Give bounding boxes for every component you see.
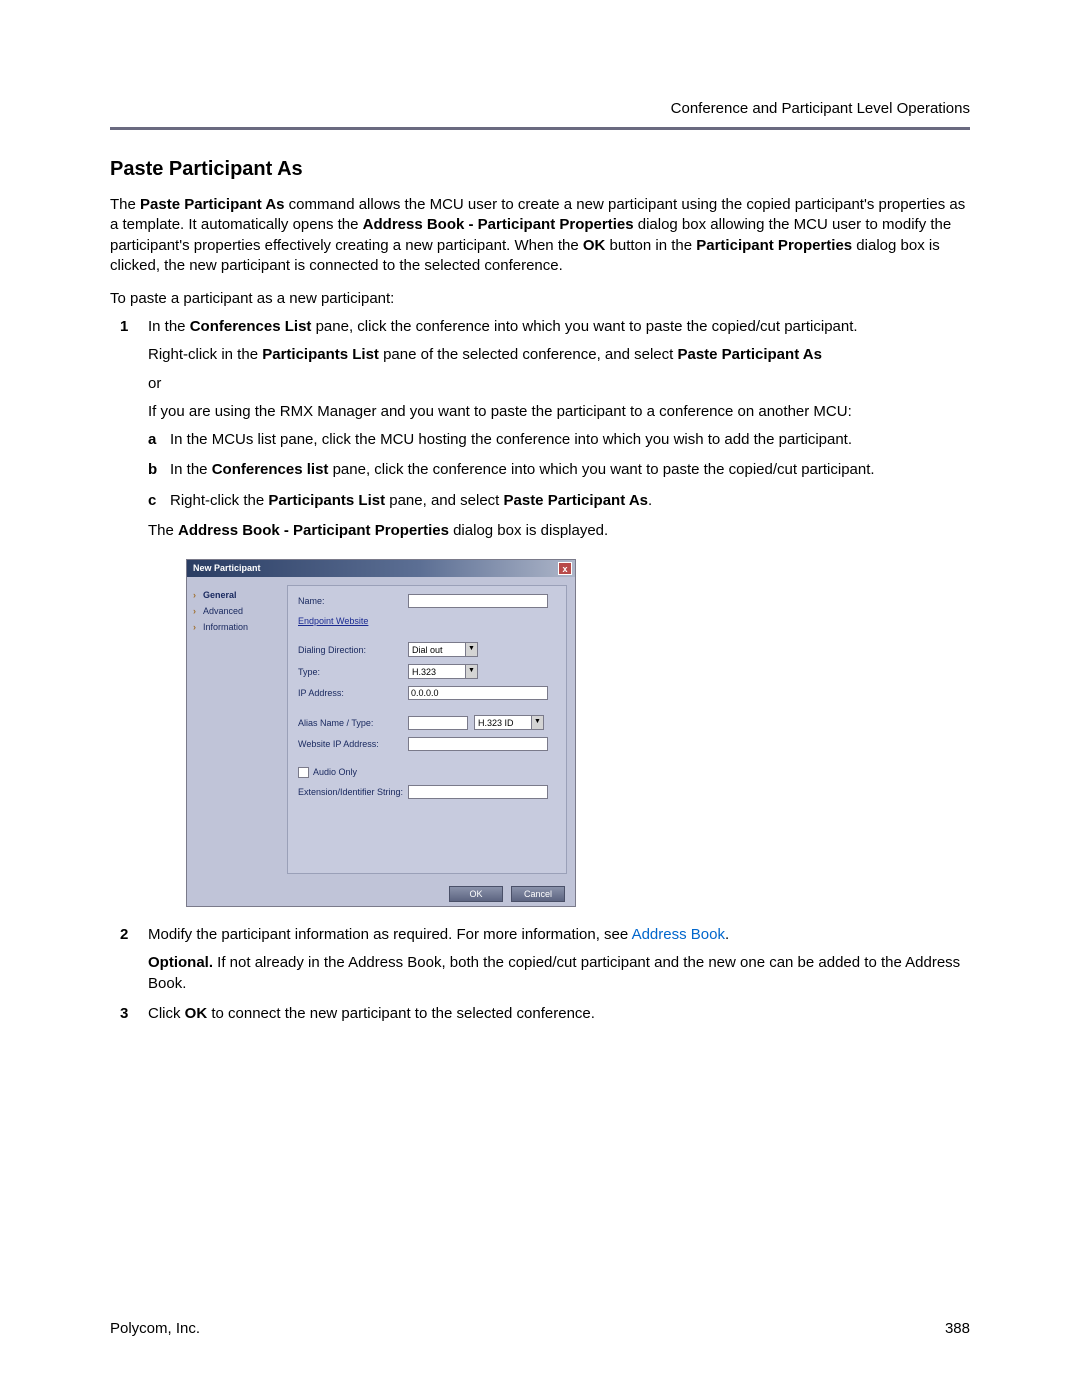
close-icon[interactable]: x xyxy=(558,562,572,575)
step-3: 3 Click OK to connect the new participan… xyxy=(148,1004,970,1024)
step-2: 2 Modify the participant information as … xyxy=(148,925,970,994)
dialog-titlebar[interactable]: New Participant x xyxy=(187,560,575,577)
section-title: Paste Participant As xyxy=(110,158,970,181)
dialog-main: Name: Endpoint Website Dialing Direction… xyxy=(287,585,567,874)
audio-only-checkbox[interactable] xyxy=(298,767,309,778)
footer-company: Polycom, Inc. xyxy=(110,1320,200,1337)
label-ip: IP Address: xyxy=(298,687,408,699)
sidebar-item-advanced[interactable]: Advanced xyxy=(193,603,281,619)
header-rule xyxy=(110,127,970,130)
ok-button[interactable]: OK xyxy=(449,886,503,902)
step-1a: aIn the MCUs list pane, click the MCU ho… xyxy=(170,430,970,450)
chevron-down-icon: ▼ xyxy=(465,665,477,678)
cancel-button[interactable]: Cancel xyxy=(511,886,565,902)
chevron-down-icon: ▼ xyxy=(465,643,477,656)
ip-address-field[interactable] xyxy=(408,686,548,700)
sidebar-item-general[interactable]: General xyxy=(193,587,281,603)
footer-page: 388 xyxy=(945,1320,970,1337)
intro-paragraph: The Paste Participant As command allows … xyxy=(110,195,970,276)
header-section: Conference and Participant Level Operati… xyxy=(110,100,970,117)
name-field[interactable] xyxy=(408,594,548,608)
label-dialing: Dialing Direction: xyxy=(298,644,408,656)
label-type: Type: xyxy=(298,666,408,678)
step-1b: bIn the Conferences list pane, click the… xyxy=(170,460,970,480)
label-ext: Extension/Identifier String: xyxy=(298,786,408,798)
label-website-ip: Website IP Address: xyxy=(298,738,408,750)
type-select[interactable]: H.323▼ xyxy=(408,664,478,679)
sidebar-item-information[interactable]: Information xyxy=(193,619,281,635)
chevron-down-icon: ▼ xyxy=(531,716,543,729)
dialog-screenshot: New Participant x General Advanced Infor… xyxy=(186,559,970,907)
extension-field[interactable] xyxy=(408,785,548,799)
label-name: Name: xyxy=(298,595,408,607)
alias-type-select[interactable]: H.323 ID▼ xyxy=(474,715,544,730)
dialog-title: New Participant xyxy=(193,562,261,574)
step-1c: cRight-click the Participants List pane,… xyxy=(170,491,970,511)
alias-name-field[interactable] xyxy=(408,716,468,730)
list-intro: To paste a participant as a new particip… xyxy=(110,290,970,307)
dialog-sidebar: General Advanced Information xyxy=(187,577,287,882)
website-ip-field[interactable] xyxy=(408,737,548,751)
label-audio-only: Audio Only xyxy=(313,766,357,778)
endpoint-website-link[interactable]: Endpoint Website xyxy=(298,615,368,627)
dialing-direction-select[interactable]: Dial out▼ xyxy=(408,642,478,657)
label-alias: Alias Name / Type: xyxy=(298,717,408,729)
step-1: 1 In the Conferences List pane, click th… xyxy=(148,317,970,907)
address-book-link[interactable]: Address Book xyxy=(632,926,725,943)
